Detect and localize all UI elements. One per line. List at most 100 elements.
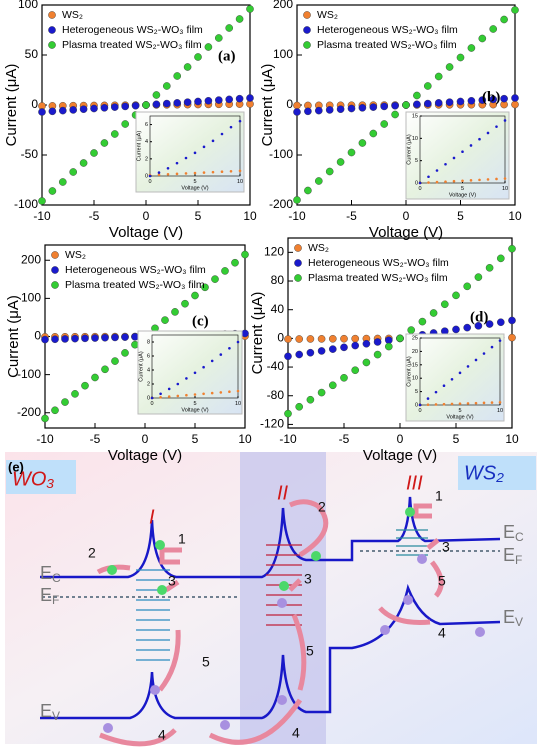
data-point bbox=[231, 258, 239, 267]
data-point bbox=[478, 137, 481, 141]
y-tick-label: -120 bbox=[260, 417, 284, 431]
data-point bbox=[71, 390, 79, 398]
data-point bbox=[380, 102, 389, 111]
data-point bbox=[193, 371, 197, 375]
data-point bbox=[444, 162, 447, 166]
data-point bbox=[159, 392, 162, 396]
data-point bbox=[362, 339, 371, 348]
data-point bbox=[461, 150, 464, 154]
data-point bbox=[314, 106, 323, 115]
data-point bbox=[347, 104, 356, 113]
legend-label: Heterogeneous WS₂-WO₃ film bbox=[308, 257, 449, 269]
x-tick-label: 10 bbox=[508, 209, 522, 223]
legend-marker bbox=[294, 244, 302, 252]
x-tick-label: 0 bbox=[143, 209, 150, 223]
data-point bbox=[508, 316, 516, 325]
data-point bbox=[328, 345, 337, 353]
step-label: 3 bbox=[442, 539, 450, 555]
data-point bbox=[111, 357, 119, 365]
data-point bbox=[489, 25, 498, 33]
data-point bbox=[482, 352, 486, 355]
data-point bbox=[159, 396, 162, 399]
y-axis-label: Current (μA) bbox=[136, 131, 142, 162]
data-point bbox=[511, 100, 519, 109]
data-point bbox=[210, 391, 214, 395]
step-labels: 1 2 3 5 4 2 3 5 4 1 3 5 4 bbox=[88, 488, 450, 743]
y-tick-label: 6 bbox=[147, 353, 150, 359]
data-point bbox=[171, 308, 179, 316]
data-point bbox=[100, 139, 109, 147]
data-point bbox=[211, 275, 219, 283]
data-point bbox=[508, 333, 516, 342]
data-point bbox=[435, 169, 439, 172]
y-axis-label: Current (μA) bbox=[406, 134, 412, 165]
data-point bbox=[478, 178, 481, 182]
y-tick-label: 15 bbox=[412, 113, 418, 119]
data-point bbox=[391, 110, 399, 119]
x-tick-label: 10 bbox=[497, 408, 503, 414]
data-point bbox=[121, 333, 129, 341]
data-point bbox=[131, 101, 140, 110]
y-tick-label: 0 bbox=[277, 331, 284, 345]
data-point bbox=[91, 334, 99, 342]
data-point bbox=[463, 282, 472, 291]
x-tick-label: 5 bbox=[461, 186, 464, 192]
data-point bbox=[219, 353, 223, 356]
data-point bbox=[490, 345, 494, 349]
data-point bbox=[284, 335, 292, 343]
data-point bbox=[185, 377, 188, 380]
data-point bbox=[328, 335, 337, 343]
x-tick-label: 0 bbox=[148, 179, 151, 185]
data-point bbox=[173, 72, 181, 80]
data-point bbox=[167, 395, 171, 398]
y-tick-label: 100 bbox=[273, 47, 293, 61]
x-tick-label: 10 bbox=[505, 432, 519, 446]
data-point bbox=[152, 91, 161, 99]
data-point bbox=[456, 53, 465, 62]
data-point bbox=[51, 335, 59, 344]
data-point bbox=[452, 156, 456, 160]
y-tick-label: 15 bbox=[412, 362, 418, 368]
step-label: 1 bbox=[435, 488, 443, 504]
data-point bbox=[445, 98, 454, 106]
data-point bbox=[214, 34, 223, 42]
x-tick-label: 0 bbox=[418, 408, 421, 414]
data-point bbox=[503, 119, 507, 122]
legend-label: Heterogeneous WS₂-WO₃ film bbox=[62, 24, 203, 36]
x-axis-label: Voltage (V) bbox=[181, 185, 208, 191]
legend-label: Plasma treated WS₂-WO₃ film bbox=[62, 39, 202, 51]
x-tick-label: 10 bbox=[243, 209, 257, 223]
data-point bbox=[183, 63, 192, 71]
y-tick-label: -50 bbox=[21, 147, 39, 161]
data-point bbox=[193, 151, 197, 155]
data-point bbox=[474, 358, 478, 362]
electron bbox=[157, 585, 167, 595]
data-point bbox=[91, 373, 99, 382]
data-point bbox=[358, 139, 367, 147]
data-point bbox=[202, 171, 206, 174]
data-point bbox=[61, 398, 69, 406]
step-label: 1 bbox=[178, 531, 186, 547]
inset-background bbox=[135, 111, 245, 193]
data-point bbox=[284, 409, 292, 418]
data-point bbox=[450, 377, 454, 381]
y-axis-label: Current (μA) bbox=[3, 64, 20, 147]
x-axis-label: Voltage (V) bbox=[108, 447, 182, 464]
data-point bbox=[440, 300, 449, 309]
data-point bbox=[202, 365, 205, 369]
trap-states bbox=[396, 529, 428, 556]
data-point bbox=[202, 392, 205, 396]
data-point bbox=[101, 365, 109, 374]
data-point bbox=[148, 174, 152, 178]
hole bbox=[103, 723, 113, 733]
data-point bbox=[204, 97, 213, 105]
data-point bbox=[418, 317, 427, 326]
data-point bbox=[434, 390, 438, 394]
x-tick-label: -5 bbox=[89, 209, 100, 223]
y-tick-label: 8 bbox=[147, 339, 150, 345]
data-point bbox=[246, 94, 254, 102]
data-point bbox=[391, 101, 399, 110]
data-point bbox=[293, 196, 301, 204]
data-point bbox=[304, 107, 312, 116]
data-point bbox=[325, 167, 334, 176]
